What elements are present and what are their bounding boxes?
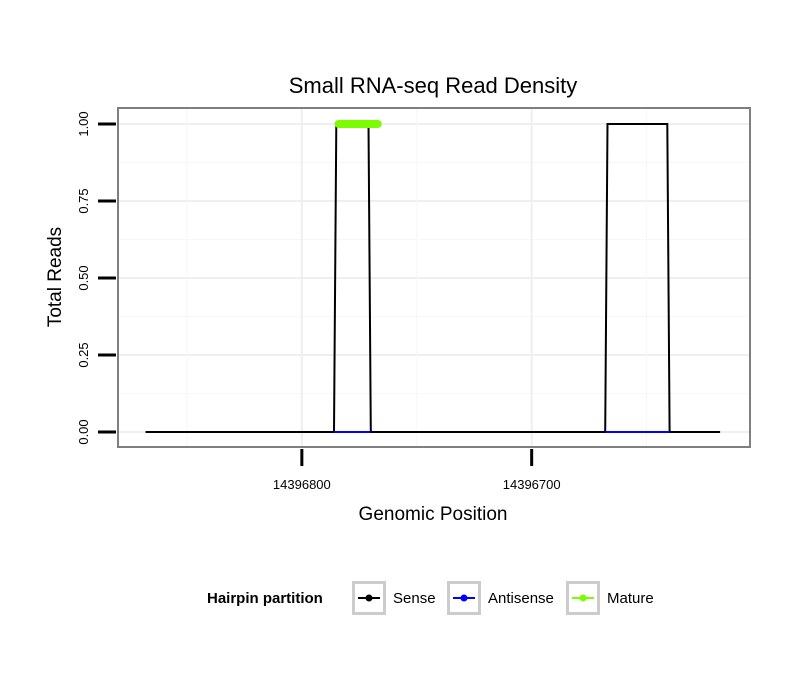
series-sense-line [145, 123, 721, 433]
y-tick-label: 0.50 [76, 265, 91, 290]
x-tick-label: 14396700 [503, 477, 561, 492]
y-tick-label: 0.00 [76, 419, 91, 444]
y-tick-label: 0.75 [76, 188, 91, 213]
plot-panel-border [117, 107, 751, 448]
legend-label-sense: Sense [393, 590, 436, 607]
y-axis-title: Total Reads [45, 227, 66, 327]
series-layer [145, 120, 721, 433]
legend-key-point [460, 594, 468, 602]
x-tick-label: 14396800 [273, 477, 331, 492]
chart-title: Small RNA-seq Read Density [289, 73, 578, 98]
legend-key-point [365, 594, 373, 602]
legend-label-mature: Mature [607, 590, 654, 607]
y-tick-label: 1.00 [76, 111, 91, 136]
legend-item-mature: Mature [566, 581, 654, 615]
y-axis: 0.00 0.25 0.50 0.75 1.00 [76, 111, 116, 445]
legend-label-antisense: Antisense [488, 590, 554, 607]
x-axis-title: Genomic Position [359, 504, 508, 525]
grid-lines [118, 108, 750, 447]
x-axis: 14396800 14396700 [273, 449, 561, 492]
legend: Hairpin partition Sense Antisense Mature [207, 581, 654, 615]
y-tick-label: 0.25 [76, 342, 91, 367]
legend-item-sense: Sense [352, 581, 436, 615]
legend-title: Hairpin partition [207, 590, 323, 607]
legend-key-point [579, 594, 587, 602]
legend-item-antisense: Antisense [447, 581, 554, 615]
